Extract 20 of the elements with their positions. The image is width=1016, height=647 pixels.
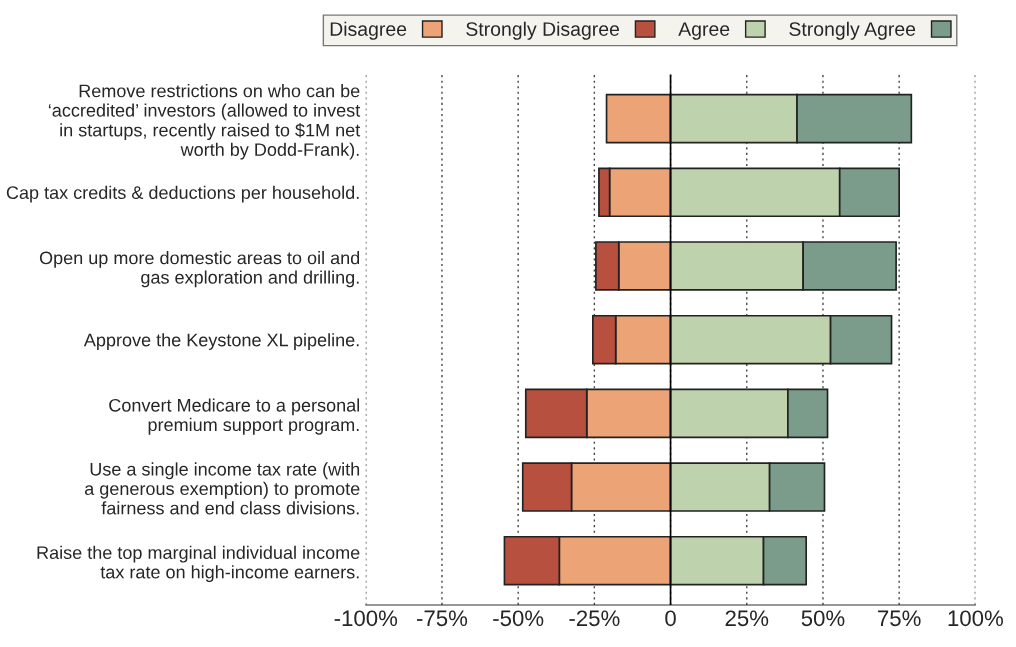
x-tick-label: -100% [334,610,398,627]
legend-label: Strongly Disagree [466,21,620,40]
y-tick-label: Remove restrictions on who can be ‘accredited’ investors (allowed to invest in startups, recently raised to $1M net worth by Dodd-Frank). [48,84,361,160]
y-tick-label: Use a single income tax rate (with a generous exemption) to promote fairness and end class divisions. [84,462,360,515]
y-tick-label: Cap tax credits & deductions per household. [6,185,359,203]
x-tick-label: 0 [665,610,676,627]
y-tick-label: Convert Medicare to a personal premium support program. [109,398,360,435]
legend-label: Disagree [330,21,407,40]
x-tick-label: 75% [878,610,921,627]
x-tick-label: -25% [569,610,620,627]
y-tick-label: Approve the Keystone XL pipeline. [83,333,359,350]
x-tick-label: 25% [725,610,769,627]
x-tick-label: 100% [948,610,1003,627]
legend-label: Agree [678,22,730,40]
y-tick-label: Open up more domestic areas to oil and gas exploration and drilling. [39,251,360,288]
x-tick-label: 50% [801,610,845,627]
x-tick-label: -75% [417,610,468,627]
x-tick-label: -50% [493,610,544,627]
legend-label: Strongly Agree [789,21,916,40]
y-tick-label: Raise the top marginal individual income tax rate on high-income earners. [37,545,360,583]
